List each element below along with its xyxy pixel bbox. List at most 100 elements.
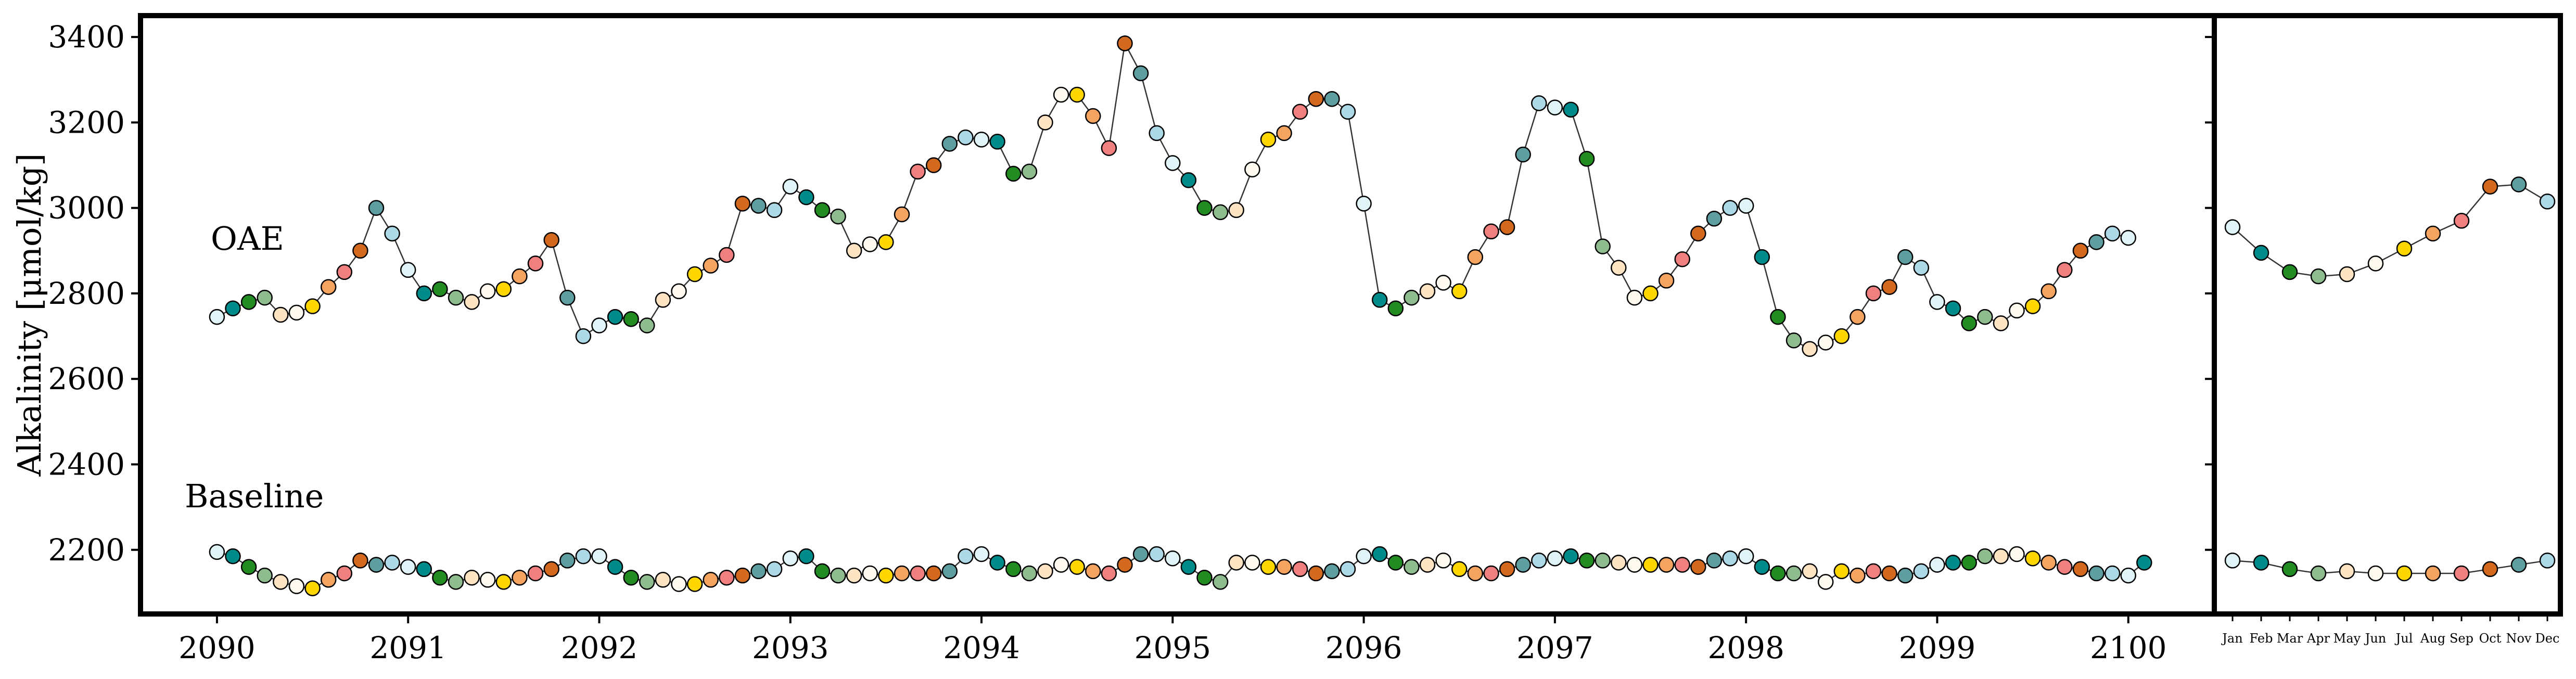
clim-line-baseline <box>2232 560 2548 574</box>
data-point-baseline <box>1817 574 1834 590</box>
inset-axis-ticks: Jan Feb Mar Apr May Jun Jul Aug Sep Oct Nov Dec <box>2221 614 2559 646</box>
data-point-oae <box>1531 95 1547 111</box>
data-point-baseline <box>1435 553 1451 569</box>
data-point-baseline <box>2041 555 2057 571</box>
data-point-oae <box>416 285 432 302</box>
data-point-baseline <box>575 548 592 565</box>
data-point-baseline <box>1165 550 1181 567</box>
data-point-oae <box>1690 225 1706 242</box>
data-point-oae <box>1260 131 1277 148</box>
y-tick-label: 2200 <box>48 532 125 568</box>
data-point-oae <box>304 298 321 314</box>
data-point-oae <box>1180 172 1197 188</box>
data-point-baseline <box>846 567 862 584</box>
data-point-oae <box>1515 146 1531 163</box>
month-tick-label: Oct <box>2479 631 2502 646</box>
x-tick-label: 2092 <box>561 630 638 665</box>
climatology-plot-frame <box>2212 13 2563 617</box>
month-tick-label: Dec <box>2535 631 2560 646</box>
data-point-baseline <box>623 569 639 586</box>
data-point-baseline <box>639 574 655 590</box>
data-point-baseline <box>734 567 751 584</box>
data-point-baseline <box>479 572 496 588</box>
data-point-oae <box>1356 196 1372 212</box>
data-point-baseline <box>1547 550 1563 567</box>
data-point-baseline <box>1037 563 1053 580</box>
data-point-baseline <box>1833 563 1850 580</box>
y-tick-label: 2600 <box>48 361 125 396</box>
data-point-oae <box>1404 289 1420 306</box>
main-series-markers <box>209 35 2152 596</box>
data-point-oae <box>925 157 942 173</box>
data-point-baseline <box>1531 553 1547 569</box>
data-point-oae <box>448 289 464 306</box>
data-point-baseline <box>432 569 448 586</box>
data-point-baseline <box>257 567 273 584</box>
data-point-baseline <box>766 561 783 578</box>
data-point-baseline <box>1228 555 1244 571</box>
data-point-oae <box>2009 302 2025 319</box>
data-point-oae <box>766 202 783 219</box>
data-point-oae <box>1770 309 1786 325</box>
x-tick-label: 2097 <box>1516 630 1593 665</box>
data-point-baseline <box>894 565 910 582</box>
data-point-oae <box>257 289 273 306</box>
data-point-oae <box>1865 285 1882 302</box>
data-point-baseline <box>671 576 687 592</box>
data-point-oae <box>1244 161 1260 177</box>
data-point-oae <box>1292 104 1308 120</box>
y-tick-label: 3400 <box>48 19 125 55</box>
data-point-baseline <box>862 565 878 582</box>
x-tick-label: 2090 <box>178 630 256 665</box>
data-point-baseline <box>352 553 368 569</box>
data-point-baseline <box>1292 561 1308 578</box>
data-point-oae <box>1642 285 1659 302</box>
clim-point-baseline <box>2310 565 2327 582</box>
clim-point-baseline <box>2253 555 2269 571</box>
y-axis-label: Alkalinity [μmol/kg] <box>10 153 48 477</box>
data-point-oae <box>1913 260 1930 276</box>
data-point-baseline <box>240 559 257 575</box>
data-point-baseline <box>750 563 767 580</box>
data-point-oae <box>240 294 257 310</box>
data-point-oae <box>288 304 305 321</box>
month-tick-label: Mar <box>2277 631 2303 646</box>
clim-point-baseline <box>2224 553 2241 569</box>
data-point-baseline <box>304 580 321 596</box>
data-point-oae <box>512 268 528 285</box>
data-point-baseline <box>1308 565 1324 582</box>
data-point-oae <box>591 317 607 334</box>
data-point-oae <box>1802 341 1818 357</box>
clim-point-baseline <box>2425 565 2441 582</box>
data-point-baseline <box>910 565 926 582</box>
month-tick-label: Feb <box>2250 631 2273 646</box>
clim-point-oae <box>2310 268 2327 285</box>
x-tick-label: 2091 <box>369 630 447 665</box>
data-point-baseline <box>1754 559 1770 575</box>
data-point-oae <box>958 129 974 146</box>
main-axis-ticks: 2090 2091 2092 2093 2094 2095 2096 2097 2098 2099… <box>48 19 2214 665</box>
data-point-baseline <box>273 574 289 590</box>
data-point-baseline <box>1786 565 1802 582</box>
data-point-oae <box>1817 335 1834 351</box>
clim-point-baseline <box>2539 553 2556 569</box>
data-point-baseline <box>941 563 958 580</box>
data-point-oae <box>814 202 831 219</box>
data-point-oae <box>2057 262 2073 278</box>
data-point-baseline <box>288 578 305 594</box>
data-point-oae <box>1165 155 1181 171</box>
data-point-oae <box>734 196 751 212</box>
data-point-baseline <box>1611 555 1627 571</box>
data-point-oae <box>655 292 671 308</box>
data-point-baseline <box>1069 559 1085 575</box>
data-point-baseline <box>2088 565 2105 582</box>
data-point-oae <box>400 262 416 278</box>
data-point-oae <box>1228 202 1244 219</box>
data-point-oae <box>1993 315 2009 331</box>
data-point-oae <box>1340 104 1356 120</box>
inset-series-lines <box>2232 184 2548 574</box>
data-point-oae <box>543 232 559 248</box>
data-point-baseline <box>1340 561 1356 578</box>
data-point-baseline <box>1483 565 1499 582</box>
